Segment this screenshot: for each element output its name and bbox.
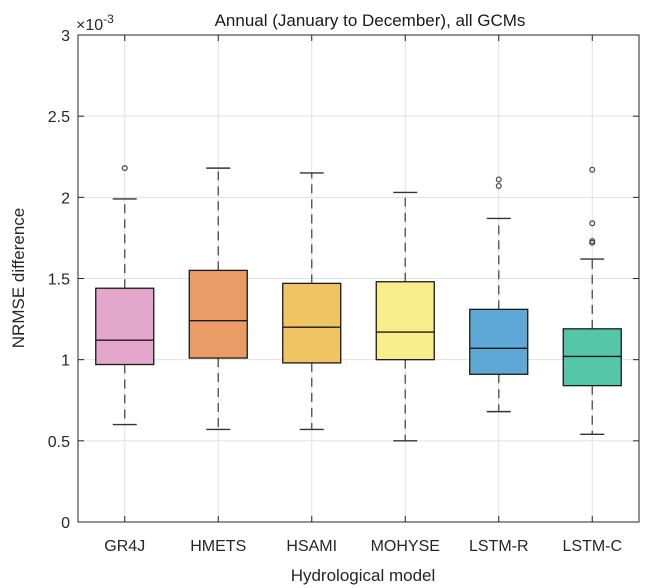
box-gr4j [95,165,155,426]
x-axis-ticks: GR4J HMETS HSAMI MOHYSE LSTM-R LSTM-C [104,35,622,555]
box-hsami [282,172,342,431]
x-tick-label: LSTM-C [562,538,622,555]
box-body [562,328,622,387]
box-lstm-c [562,166,622,436]
y-tick-label: 2 [61,190,70,207]
y-tick-label: 1.5 [48,272,70,289]
outlier-point [495,176,502,183]
chart-title: Annual (January to December), all GCMs [215,11,526,30]
x-axis-title: Hydrological model [291,566,436,585]
y-exponent-label: ×10-3 [76,12,114,34]
y-tick-label: 3 [61,28,70,45]
box-hmets [188,167,248,431]
x-tick-label: MOHYSE [371,538,440,555]
outlier-point [121,165,128,172]
outlier-point [495,182,502,189]
y-tick-label: 1 [61,353,70,370]
x-tick-label: GR4J [104,538,145,555]
outlier-point [589,166,596,173]
box-body [282,282,342,364]
box-mohyse [375,191,435,442]
box-series [95,165,622,442]
y-axis-title: NRMSE difference [9,208,28,348]
y-tick-label: 0.5 [48,434,70,451]
y-tick-label: 2.5 [48,109,70,126]
box-lstm-r [469,176,529,413]
outlier-point [589,220,596,227]
y-tick-label: 0 [61,515,70,532]
x-tick-label: HSAMI [286,538,337,555]
x-tick-label: HMETS [190,538,246,555]
y-axis-ticks: 0 0.5 1 1.5 2 2.5 3 [48,28,639,532]
box-body [188,269,248,359]
x-tick-label: LSTM-R [469,538,529,555]
box-body [375,281,435,361]
box-body [95,287,155,366]
outlier-point [589,238,596,245]
box-body [469,308,529,375]
